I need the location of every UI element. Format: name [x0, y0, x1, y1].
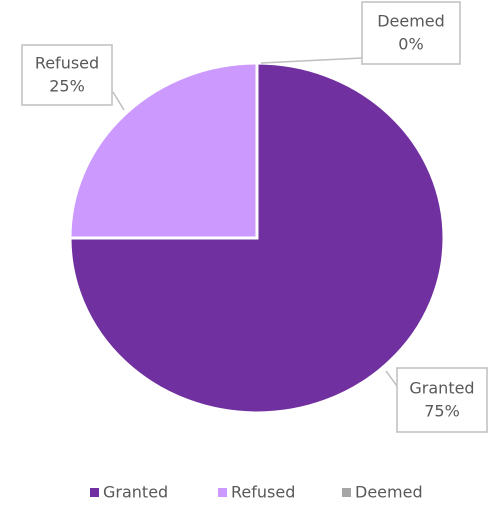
legend-label: Deemed — [355, 483, 423, 502]
label-value: 75% — [424, 402, 460, 421]
leader-line — [260, 57, 363, 64]
data-labels: Granted 75% Refused 25% Deemed 0% — [21, 1, 488, 433]
leader-line — [112, 91, 125, 111]
label-box — [21, 44, 113, 106]
legend-swatch — [90, 488, 99, 497]
label-category: Granted — [409, 379, 474, 398]
label-value: 25% — [49, 77, 85, 96]
label-category: Refused — [35, 54, 99, 73]
legend-label: Granted — [103, 483, 168, 502]
legend-swatch — [218, 488, 227, 497]
pie-slice — [68, 61, 259, 240]
slices — [68, 61, 446, 415]
label-box — [396, 367, 488, 433]
leader-line — [385, 370, 398, 387]
legend-label: Refused — [231, 483, 295, 502]
legend: Granted Refused Deemed — [90, 483, 423, 502]
legend-swatch — [342, 488, 351, 497]
label-value: 0% — [398, 35, 423, 54]
label-box — [361, 1, 461, 65]
label-category: Deemed — [377, 12, 445, 31]
